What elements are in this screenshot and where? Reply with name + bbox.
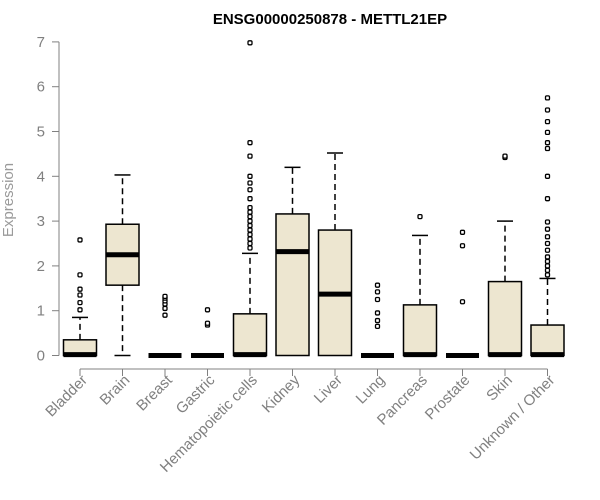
- outlier-point: [77, 286, 83, 292]
- outlier-point: [544, 140, 551, 146]
- outlier-point: [247, 231, 253, 238]
- outlier-point: [204, 307, 211, 313]
- outlier-point: [417, 213, 423, 220]
- y-tick-label: 3: [37, 213, 45, 230]
- box-1: [105, 174, 140, 357]
- outlier-point: [544, 247, 551, 253]
- box-body: [232, 313, 268, 357]
- y-tick-label: 6: [37, 79, 45, 96]
- outlier-point: [502, 153, 508, 159]
- outlier-point: [544, 95, 551, 101]
- y-tick-label: 4: [37, 168, 45, 185]
- outlier-point: [77, 299, 83, 306]
- outlier-point: [544, 254, 551, 260]
- outlier-point: [162, 305, 168, 312]
- outlier-point: [77, 307, 83, 313]
- outlier-point: [247, 213, 253, 220]
- y-tick-label: 5: [37, 124, 45, 141]
- outlier-point: [459, 299, 466, 305]
- outlier-point: [162, 293, 168, 300]
- outlier-point: [162, 312, 168, 318]
- box-8: [402, 213, 438, 358]
- outlier-point: [544, 145, 551, 152]
- y-tick-label: 2: [37, 258, 45, 275]
- box-10: [487, 153, 523, 358]
- y-tick-label: 7: [37, 34, 45, 51]
- boxes-group: [62, 40, 565, 358]
- x-tick-label: Kidney: [259, 371, 304, 416]
- box-3: [191, 307, 224, 358]
- outlier-point: [247, 209, 253, 215]
- outlier-point: [544, 258, 551, 265]
- outlier-point: [247, 245, 253, 251]
- box-4: [232, 40, 268, 358]
- outlier-point: [247, 196, 253, 202]
- outlier-point: [374, 323, 381, 330]
- outlier-point: [247, 236, 253, 242]
- box-0: [62, 237, 98, 358]
- box-6: [317, 152, 353, 357]
- outlier-point: [544, 129, 551, 136]
- x-tick-label: Breast: [133, 371, 176, 414]
- outlier-point: [544, 118, 551, 125]
- y-tick-label: 0: [37, 348, 45, 365]
- outlier-point: [374, 289, 381, 295]
- outlier-point: [459, 243, 466, 249]
- outlier-point: [247, 40, 253, 46]
- outlier-point: [544, 263, 551, 269]
- outlier-point: [247, 140, 253, 146]
- outlier-point: [544, 267, 551, 274]
- outlier-point: [544, 226, 551, 232]
- outlier-point: [77, 237, 83, 243]
- outlier-point: [77, 272, 83, 278]
- box-7: [361, 282, 394, 358]
- outlier-point: [374, 310, 381, 316]
- outlier-point: [544, 234, 551, 240]
- outlier-point: [77, 292, 83, 298]
- outlier-point: [247, 173, 253, 179]
- outlier-point: [247, 227, 253, 233]
- box-9: [446, 229, 479, 358]
- box-body: [487, 280, 523, 357]
- outlier-point: [544, 196, 551, 202]
- box-2: [148, 293, 182, 358]
- outlier-point: [544, 240, 551, 247]
- y-axis: 0 1 2 3 4 5 6 7: [37, 34, 60, 365]
- outlier-point: [247, 205, 253, 211]
- outlier-point: [459, 229, 466, 235]
- outlier-point: [247, 180, 253, 186]
- outlier-point: [544, 107, 551, 113]
- outlier-point: [544, 173, 551, 179]
- chart-title: ENSG00000250878 - METTL21EP: [213, 11, 447, 28]
- outlier-point: [544, 272, 551, 278]
- x-tick-label: Liver: [311, 372, 346, 407]
- outlier-point: [247, 240, 253, 247]
- outlier-point: [247, 218, 253, 224]
- x-tick-label: Bladder: [42, 372, 91, 421]
- outlier-point: [247, 222, 253, 229]
- box-body: [275, 213, 310, 357]
- outlier-point: [374, 296, 381, 303]
- outlier-point: [247, 187, 253, 193]
- box-body: [402, 304, 438, 357]
- x-tick-label: Skin: [483, 372, 516, 405]
- box-body: [530, 324, 565, 357]
- y-tick-label: 1: [37, 303, 45, 320]
- outlier-point: [204, 320, 211, 326]
- x-tick-label: Brain: [97, 372, 134, 409]
- x-tick-label: Lung: [353, 372, 389, 408]
- x-tick-label: Prostate: [422, 372, 474, 424]
- y-axis-label: Expression: [0, 163, 17, 237]
- box-5: [275, 166, 310, 357]
- outlier-point: [374, 317, 381, 324]
- box-11: [530, 95, 565, 358]
- outlier-point: [247, 153, 253, 159]
- outlier-point: [544, 219, 551, 225]
- outlier-point: [374, 282, 381, 288]
